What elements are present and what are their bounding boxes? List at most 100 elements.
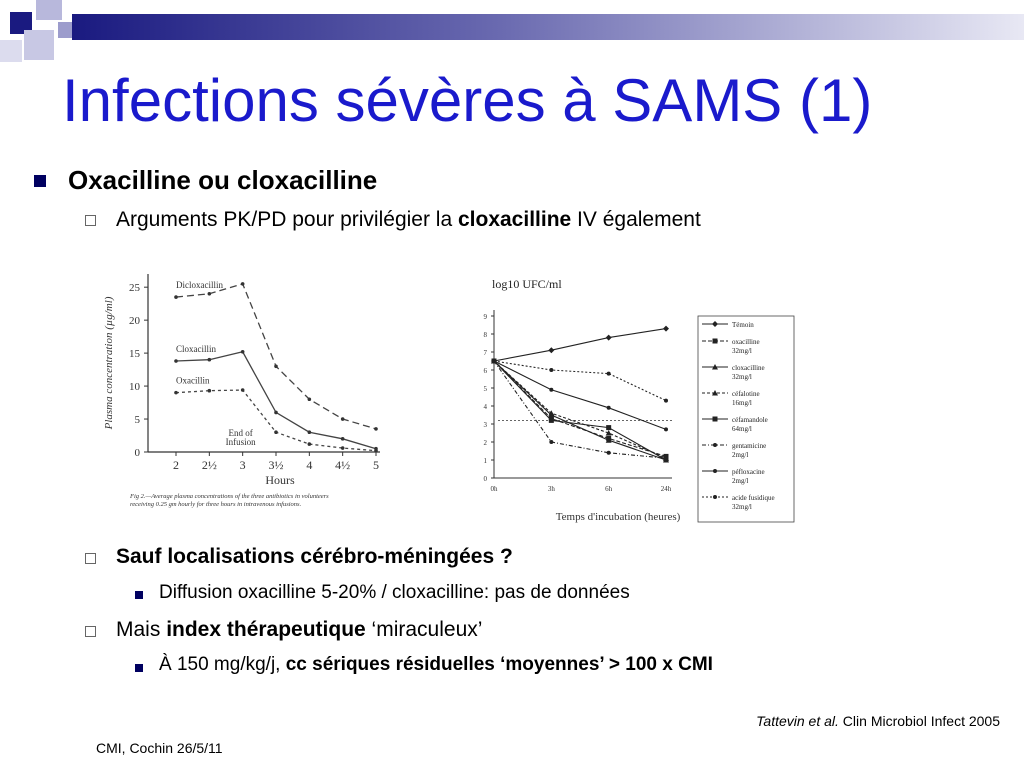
y-tick-label: 8 (484, 331, 488, 339)
figure-plasma-concentration: 0 5 10 15 20 25 2 2½ 3 3½ 4 4½ 5 Hours Plasma concentr… (100, 262, 400, 512)
figure-bactericidal-kinetics: log10 UFC/ml 0 1 2 3 4 5 6 7 8 9 0h 3h 6h 24h Temps d'i… (458, 266, 798, 530)
data-point (548, 347, 555, 354)
footer-text: CMI, Cochin 26/5/11 (96, 740, 223, 756)
series-line (493, 360, 667, 457)
data-point (374, 427, 378, 431)
data-point (712, 321, 718, 327)
bullet-small-square-icon (135, 664, 143, 672)
series-line (493, 360, 667, 461)
x-tick-label: 4 (306, 458, 312, 472)
data-point (548, 417, 554, 423)
legend-label: oxacilline (732, 338, 760, 346)
y-tick-label: 25 (129, 282, 141, 294)
data-point (207, 291, 212, 296)
legend-label: gentamicine (732, 442, 766, 450)
legend-label: 16mg/l (732, 399, 752, 407)
series-line (493, 360, 667, 430)
legend-label: 64mg/l (732, 425, 752, 433)
data-point (713, 469, 717, 473)
data-point (605, 334, 612, 341)
data-point (240, 388, 245, 392)
bullet-square-icon (34, 175, 46, 187)
x-axis-label: Hours (265, 473, 295, 487)
annotation-label: End of (229, 428, 253, 438)
legend-label: céfamandole (732, 416, 768, 424)
bactericidal-kinetics-chart: log10 UFC/ml 0 1 2 3 4 5 6 7 8 9 0h 3h 6h 24h Temps d'i… (484, 277, 795, 523)
data-point (274, 410, 278, 415)
item-cc-seriques: À 150 mg/kg/j, cc sériques résiduelles ‘… (159, 654, 713, 676)
y-tick-label: 7 (484, 349, 488, 357)
data-point (174, 359, 178, 363)
x-tick-label: 24h (661, 485, 672, 493)
data-point (663, 325, 669, 332)
data-point (549, 440, 554, 444)
bullet-hollow-icon (85, 215, 96, 226)
data-point (605, 430, 612, 436)
legend-label: 32mg/l (732, 373, 752, 381)
series-line (493, 360, 667, 461)
sub-bullet-index-bold: index thérapeutique (166, 618, 366, 641)
series-label: Oxacillin (176, 376, 210, 386)
series-line (493, 360, 667, 402)
series-line (493, 328, 667, 362)
y-tick-label: 1 (484, 457, 488, 465)
y-tick-label: 0 (484, 475, 488, 483)
bullet-small-square-icon (135, 591, 143, 599)
data-point (664, 427, 668, 432)
figure-caption: receiving 0.25 gm hourly for three hours… (130, 501, 302, 508)
sub-bullet-pkpd-bold: cloxacilline (457, 208, 572, 231)
data-point (340, 417, 345, 421)
title-gradient-bar (72, 14, 1024, 40)
plasma-concentration-chart: 0 5 10 15 20 25 2 2½ 3 3½ 4 4½ 5 Hours Plasma concentr… (103, 274, 380, 508)
decor-square-navy (10, 12, 32, 34)
data-point (606, 371, 611, 376)
legend-label: acide fusidique (732, 494, 775, 502)
slide-title: Infections sévères à SAMS (1) (62, 67, 873, 134)
series-line (493, 360, 667, 459)
data-point (174, 390, 178, 395)
legend-label: 32mg/l (732, 503, 752, 511)
data-point (606, 405, 611, 410)
reference: Tattevin et al. Clin Microbiol Infect 20… (756, 713, 1000, 729)
sub-bullet-index-text: Mais (116, 618, 167, 641)
data-point (340, 437, 345, 441)
data-point (712, 338, 718, 344)
sub-bullet-meningees: Sauf localisations cérébro-méningées ? (116, 545, 513, 568)
data-point (240, 349, 245, 354)
bullet-hollow-icon (85, 626, 96, 637)
decor-square-pale (0, 40, 22, 62)
sub-bullet-index: Mais index thérapeutique ‘miraculeux’ (116, 618, 482, 642)
y-tick-label: 0 (135, 447, 141, 459)
data-point (712, 364, 718, 370)
legend-label: 32mg/l (732, 347, 752, 355)
reference-journal: Clin Microbiol Infect 2005 (838, 713, 1000, 729)
data-point (240, 282, 245, 286)
data-point (207, 388, 212, 393)
legend-label: céfalotine (732, 390, 760, 398)
data-point (664, 398, 668, 403)
sub-bullet-pkpd-text: Arguments PK/PD pour privilégier la (116, 208, 458, 231)
series-line (175, 283, 377, 430)
legend-label: 2mg/l (732, 451, 748, 459)
series-label: Dicloxacillin (176, 280, 223, 290)
x-tick-label: 3h (548, 485, 556, 493)
series-line (493, 360, 667, 459)
sub-bullet-pkpd-tail: IV également (571, 208, 701, 231)
x-tick-label: 0h (491, 485, 499, 493)
annotation-label: Infusion (226, 437, 256, 447)
data-point (713, 443, 717, 447)
data-point (207, 357, 212, 362)
item-cc-seriques-bold: cc sériques résiduelles ‘moyennes’ > 100… (285, 654, 713, 675)
y-tick-label: 5 (484, 385, 488, 393)
data-point (549, 368, 554, 372)
y-tick-label: 5 (135, 414, 141, 426)
y-tick-label: 6 (484, 367, 488, 375)
data-point (274, 430, 278, 435)
x-tick-label: 2 (173, 458, 179, 472)
item-cc-seriques-text: À 150 mg/kg/j, (159, 654, 286, 675)
y-axis-label: Plasma concentration (µg/ml) (103, 296, 115, 430)
y-tick-label: 3 (484, 421, 488, 429)
reference-authors: Tattevin et al. (756, 713, 839, 729)
bullet-oxacilline: Oxacilline ou cloxacilline (68, 165, 378, 195)
y-tick-label: 9 (484, 313, 488, 321)
